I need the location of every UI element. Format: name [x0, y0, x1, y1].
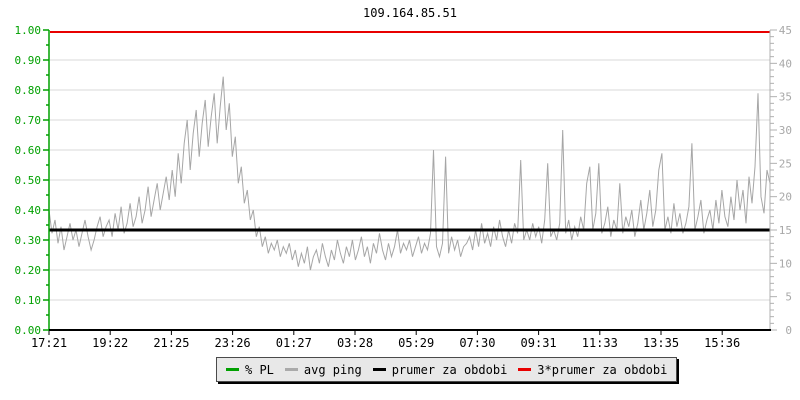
- page-title: 109.164.85.51: [363, 6, 457, 20]
- x-axis-tick-label: 01:27: [276, 336, 312, 350]
- legend-label: 3*prumer za obdobi: [537, 362, 668, 377]
- legend-label: % PL: [245, 362, 274, 377]
- y-axis-right-tick-label: 5: [785, 291, 792, 304]
- legend-label: prumer za obdobi: [391, 362, 508, 377]
- y-axis-right-tick-label: 0: [785, 324, 792, 337]
- y-axis-right-tick-label: 15: [779, 224, 792, 237]
- y-axis-right-tick-label: 40: [779, 57, 792, 70]
- chart-legend: % PL avg ping prumer za obdobi 3*prumer za …: [216, 357, 678, 382]
- y-axis-right-tick-label: 25: [779, 157, 792, 170]
- y-axis-right-tick-label: 35: [779, 91, 792, 104]
- x-axis-tick-label: 19:22: [92, 336, 128, 350]
- x-axis-tick-label: 23:26: [215, 336, 251, 350]
- x-axis-tick-label: 21:25: [153, 336, 189, 350]
- y-axis-right-tick-label: 30: [779, 124, 792, 137]
- y-axis-left-tick-label: 0.30: [15, 234, 42, 247]
- y-axis-left-tick-label: 1.00: [15, 24, 42, 37]
- y-axis-left-tick-label: 0.60: [15, 144, 42, 157]
- y-axis-left-tick-label: 0.40: [15, 204, 42, 217]
- x-axis-tick-label: 07:30: [459, 336, 495, 350]
- legend-label: avg ping: [303, 362, 362, 377]
- x-axis-tick-label: 13:35: [643, 336, 679, 350]
- legend-swatch-icon: [372, 368, 386, 371]
- legend-item: 3*prumer za obdobi: [518, 364, 667, 376]
- legend-swatch-icon: [284, 368, 298, 371]
- legend-item: avg ping: [284, 362, 362, 377]
- y-axis-left-tick-label: 0.80: [15, 84, 42, 97]
- x-axis-tick-label: 17:21: [31, 336, 67, 350]
- x-axis-tick-label: 05:29: [398, 336, 434, 350]
- legend-swatch-icon: [226, 368, 239, 371]
- y-axis-left-tick-label: 0.00: [15, 324, 42, 337]
- y-axis-left-tick-label: 0.20: [15, 264, 42, 277]
- x-axis-tick-label: 15:36: [704, 336, 740, 350]
- avg-ping-line: [48, 76, 771, 271]
- x-axis-tick-label: 03:28: [337, 336, 373, 350]
- y-axis-left-tick-label: 0.70: [15, 114, 42, 127]
- legend-swatch-icon: [518, 368, 532, 371]
- y-axis-right-tick-label: 10: [779, 257, 792, 270]
- legend-item: prumer za obdobi: [372, 362, 508, 377]
- x-axis-tick-label: 11:33: [582, 336, 618, 350]
- legend-item: % PL: [226, 364, 274, 376]
- x-axis-tick-label: 09:31: [521, 336, 557, 350]
- y-axis-left-tick-label: 0.90: [15, 54, 42, 67]
- y-axis-left-tick-label: 0.50: [15, 174, 42, 187]
- y-axis-left-tick-label: 0.10: [15, 294, 42, 307]
- y-axis-right-tick-label: 45: [779, 24, 792, 37]
- y-axis-right-tick-label: 20: [779, 191, 792, 204]
